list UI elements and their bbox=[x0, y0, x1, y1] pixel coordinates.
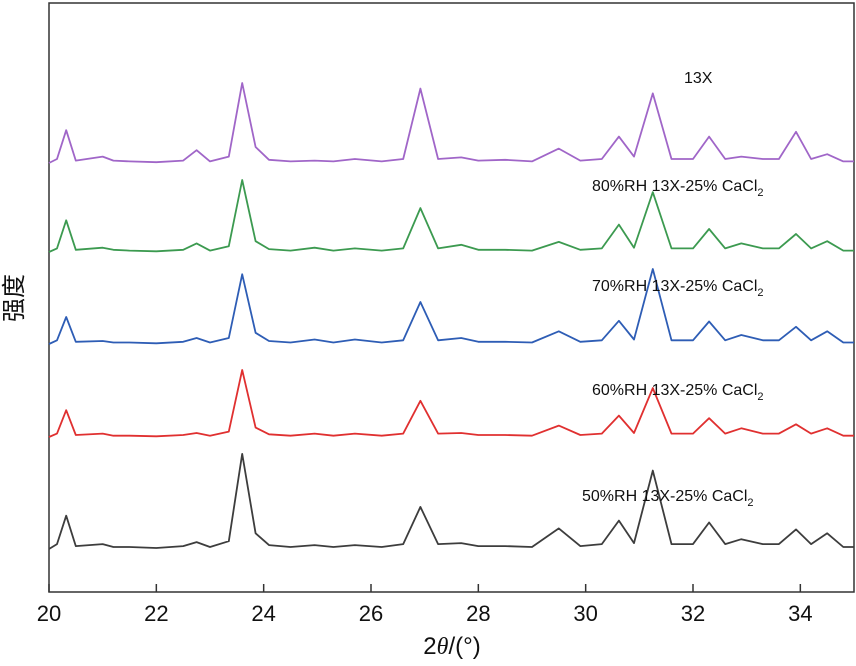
x-axis-label-suffix: /(°) bbox=[448, 633, 480, 660]
plot-frame bbox=[48, 2, 855, 593]
x-tick-label: 34 bbox=[788, 601, 812, 626]
series-label-text: 60%RH 13X-25% CaCl bbox=[592, 382, 757, 399]
x-axis-label: 2θ/(°) bbox=[423, 633, 480, 660]
series-label: 70%RH 13X-25% CaCl2 bbox=[592, 278, 764, 299]
series-label-text: 70%RH 13X-25% CaCl bbox=[592, 278, 757, 295]
series-label-subscript: 2 bbox=[757, 187, 763, 199]
x-axis-label-theta: θ bbox=[437, 634, 449, 660]
x-axis-ticks: 20 22 24 26 28 30 32 34 bbox=[37, 584, 813, 626]
series-label: 50%RH 13X-25% CaCl2 bbox=[582, 488, 754, 509]
x-tick-label: 20 bbox=[37, 601, 61, 626]
series-line bbox=[48, 453, 854, 550]
series-label-subscript: 2 bbox=[747, 497, 753, 509]
x-tick-label: 24 bbox=[251, 601, 275, 626]
x-tick-label: 30 bbox=[573, 601, 597, 626]
series-line bbox=[48, 82, 854, 164]
x-tick-label: 26 bbox=[359, 601, 383, 626]
series-group bbox=[48, 82, 854, 550]
y-axis-label: 强度 bbox=[1, 274, 28, 322]
x-tick-label: 28 bbox=[466, 601, 490, 626]
series-label-subscript: 2 bbox=[757, 391, 763, 403]
x-tick-label: 22 bbox=[144, 601, 168, 626]
series-label-text: 13X bbox=[684, 70, 713, 87]
series-line bbox=[48, 268, 854, 345]
series-line bbox=[48, 369, 854, 438]
series-label-text: 80%RH 13X-25% CaCl bbox=[592, 178, 757, 195]
series-label: 80%RH 13X-25% CaCl2 bbox=[592, 178, 764, 199]
series-label-text: 50%RH 13X-25% CaCl bbox=[582, 488, 747, 505]
series-label-subscript: 2 bbox=[757, 287, 763, 299]
x-axis-label-prefix: 2 bbox=[423, 633, 436, 660]
x-tick-label: 32 bbox=[681, 601, 705, 626]
series-label: 13X bbox=[684, 70, 713, 87]
series-label: 60%RH 13X-25% CaCl2 bbox=[592, 382, 764, 403]
series-line bbox=[48, 179, 854, 253]
